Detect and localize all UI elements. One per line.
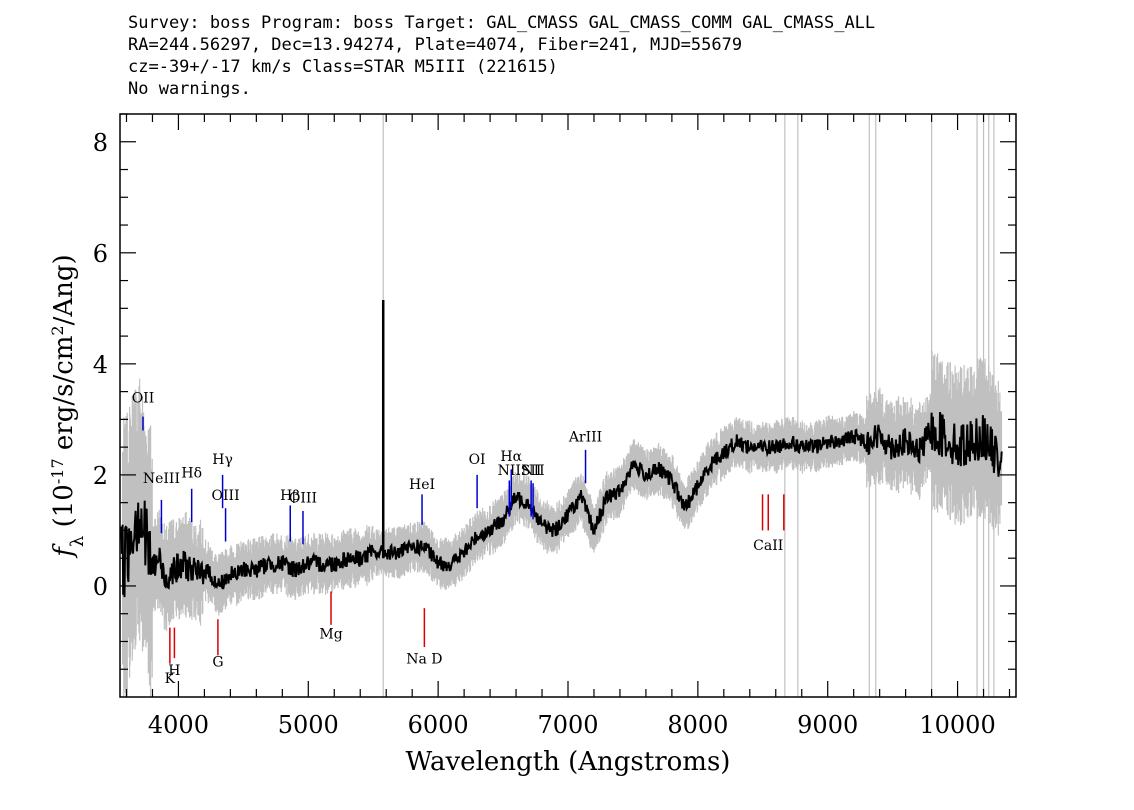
emission-line-label: Hδ: [181, 466, 202, 482]
emission-line-label: Hγ: [212, 452, 233, 468]
header-line-warnings: No warnings.: [128, 79, 251, 99]
spectral-line-marker: OII: [132, 391, 155, 431]
y-tick-label: 4: [93, 351, 108, 379]
axis-ticks: 4000 5000 6000 7000 8000 9000 10000 0 2 4 6 8: [93, 113, 1016, 739]
spectral-line-marker: SII: [521, 463, 542, 517]
x-tick-label: 9000: [797, 711, 858, 739]
spectral-line-marker: K: [165, 627, 176, 687]
y-tick-label: 2: [93, 462, 108, 490]
spectral-line-marker: OIII: [289, 491, 317, 545]
emission-line-label: NII: [521, 463, 544, 479]
spectral-line-marker: H: [168, 627, 181, 679]
x-tick-label: 10000: [919, 711, 995, 739]
spectral-line-marker: Hβ: [280, 488, 300, 542]
x-axis-title: Wavelength (Angstroms): [406, 747, 731, 777]
spectrum-header: Survey: boss Program: boss Target: GAL_C…: [128, 12, 875, 100]
flux-line: [120, 412, 1003, 598]
spectral-line-marker: Hα: [500, 449, 523, 509]
emission-line-label: NeIII: [143, 471, 180, 487]
spectral-line-marker: Mg: [319, 591, 343, 643]
spectral-line-marker: NeIII: [143, 471, 180, 534]
header-line-survey: Survey: boss Program: boss Target: GAL_C…: [128, 13, 876, 33]
y-axis-title: fλ (10-17 erg/s/cm2/Ang): [48, 254, 88, 558]
spectral-line-marker: CaII: [753, 494, 785, 554]
emission-line-label: Hα: [500, 449, 522, 465]
y-tick-label: 0: [93, 573, 108, 601]
spectral-line-marker: NII: [521, 463, 545, 520]
spectral-line-marker: Na D: [406, 608, 443, 668]
header-line-coordinates: RA=244.56297, Dec=13.94274, Plate=4074, …: [128, 35, 743, 55]
absorption-line-label: H: [168, 663, 180, 679]
spectral-line-marker: ArIII: [568, 430, 602, 484]
plot-content: [120, 114, 1003, 697]
spectral-line-marker: OIII: [212, 488, 240, 542]
absorption-line-label: G: [212, 654, 223, 670]
emission-line-label: Hβ: [280, 488, 300, 504]
absorption-line-label: K: [165, 671, 176, 687]
spectral-line-marker: Hγ: [212, 452, 233, 509]
x-tick-label: 4000: [148, 711, 209, 739]
x-tick-label: 6000: [408, 711, 469, 739]
emission-line-label: OIII: [289, 491, 317, 507]
absorption-line-label: Mg: [319, 627, 342, 643]
emission-line-label: SII: [521, 463, 542, 479]
spectral-line-marker: HeI: [409, 477, 435, 525]
x-tick-label: 5000: [278, 711, 339, 739]
emission-line-label: OIII: [212, 488, 240, 504]
x-tick-label: 7000: [537, 711, 598, 739]
emission-line-label: OII: [132, 391, 155, 407]
y-tick-label: 6: [93, 240, 108, 268]
spectral-line-marker: Hδ: [181, 466, 202, 523]
emission-line-label: ArIII: [568, 430, 602, 446]
absorption-line-label: CaII: [753, 538, 783, 554]
emission-line-label: NII: [498, 463, 521, 479]
spectral-line-marker: NII: [498, 463, 521, 517]
y-tick-label: 8: [93, 129, 108, 157]
spectral-line-marker: OI: [469, 452, 486, 509]
emission-line-label: HeI: [409, 477, 435, 493]
header-line-redshift-class: cz=-39+/-17 km/s Class=STAR M5III (22161…: [128, 57, 558, 77]
x-tick-label: 8000: [667, 711, 728, 739]
spectral-line-marker: G: [212, 619, 224, 670]
absorption-line-label: Na D: [406, 652, 442, 668]
emission-line-label: OI: [469, 452, 486, 468]
